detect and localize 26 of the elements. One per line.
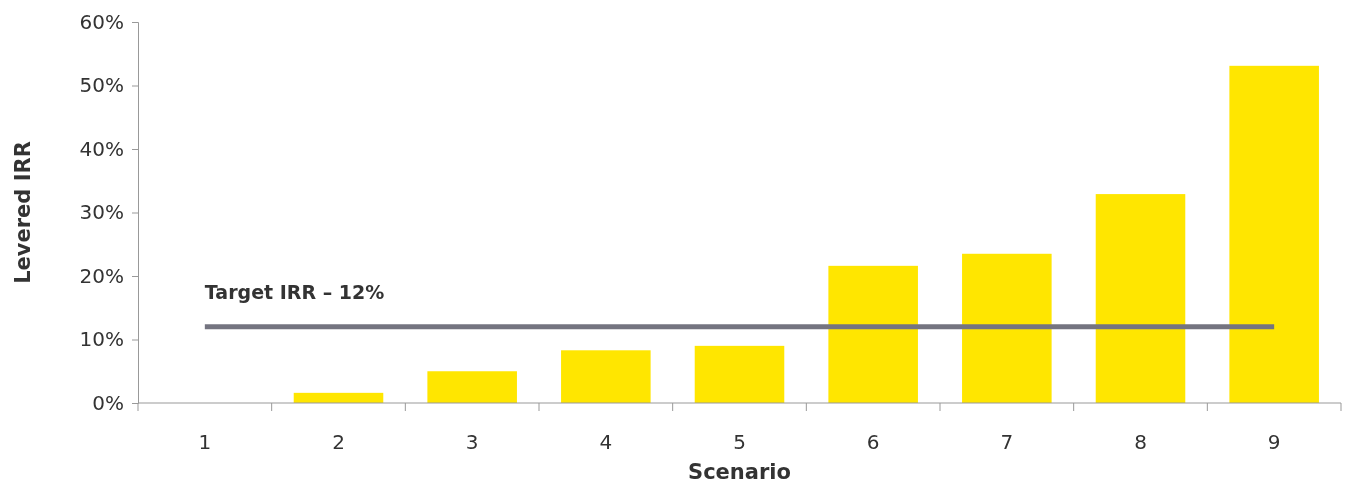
bar [694,345,785,403]
y-tick-label: 50% [79,73,124,98]
bar [828,265,918,403]
y-axis-title: Levered IRR [11,141,35,284]
x-tick-label: 5 [733,430,746,454]
x-tick-label: 1 [198,430,212,454]
x-tick-label: 7 [1000,430,1014,454]
x-tick-label: 8 [1134,430,1147,454]
bar [427,371,517,403]
x-tick-label: 3 [465,430,479,454]
y-tick-label: 10% [79,327,124,352]
x-axis-title: Scenario [688,460,791,484]
y-tick-label: 20% [79,263,124,288]
y-tick-label: 60% [79,9,124,34]
y-tick-label: 40% [79,136,124,161]
x-tick-label: 4 [599,430,613,454]
bar [1095,194,1186,403]
x-tick-label: 6 [866,430,880,454]
y-tick-label: 30% [79,200,124,225]
y-tick-label: 0% [92,390,124,415]
x-tick-label: 9 [1267,430,1281,454]
x-tick-label: 2 [332,430,345,454]
ref-line-label: Target IRR – 12% [204,280,385,303]
bar [561,350,651,403]
bar [962,253,1052,403]
bar [1229,65,1319,403]
